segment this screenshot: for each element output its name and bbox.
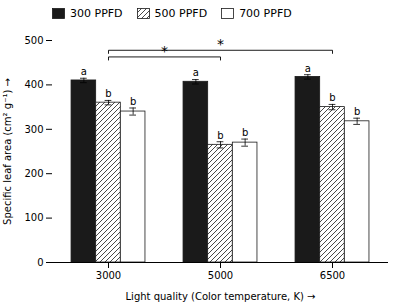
svg-text:b: b <box>242 127 248 138</box>
svg-text:400: 400 <box>24 79 43 90</box>
svg-text:a: a <box>305 63 311 74</box>
svg-text:500: 500 <box>24 35 43 46</box>
svg-text:3000: 3000 <box>96 270 121 281</box>
svg-text:5000: 5000 <box>208 270 233 281</box>
svg-text:*: * <box>161 43 168 59</box>
svg-text:b: b <box>105 88 111 99</box>
svg-text:b: b <box>130 96 136 107</box>
svg-text:b: b <box>329 92 335 103</box>
html-text:300 PPFD: 300 PPFD <box>70 6 123 20</box>
svg-text:*: * <box>217 36 224 52</box>
svg-text:a: a <box>193 67 199 78</box>
svg-text:a: a <box>81 66 87 77</box>
svg-text:300: 300 <box>24 124 43 135</box>
svg-text:Light quality (Color temperatu: Light quality (Color temperature, K) → <box>126 291 316 302</box>
svg-text:b: b <box>217 130 223 141</box>
svg-text:200: 200 <box>24 168 43 179</box>
html-text:700 PPFD: 700 PPFD <box>239 6 292 20</box>
svg-text:b: b <box>354 106 360 117</box>
svg-text:0: 0 <box>37 257 43 268</box>
html-text:500 PPFD: 500 PPFD <box>154 6 208 20</box>
svg-text:100: 100 <box>24 212 43 223</box>
svg-text:6500: 6500 <box>320 270 345 281</box>
svg-text:Specific leaf area (cm² g⁻¹) →: Specific leaf area (cm² g⁻¹) → <box>2 78 13 225</box>
